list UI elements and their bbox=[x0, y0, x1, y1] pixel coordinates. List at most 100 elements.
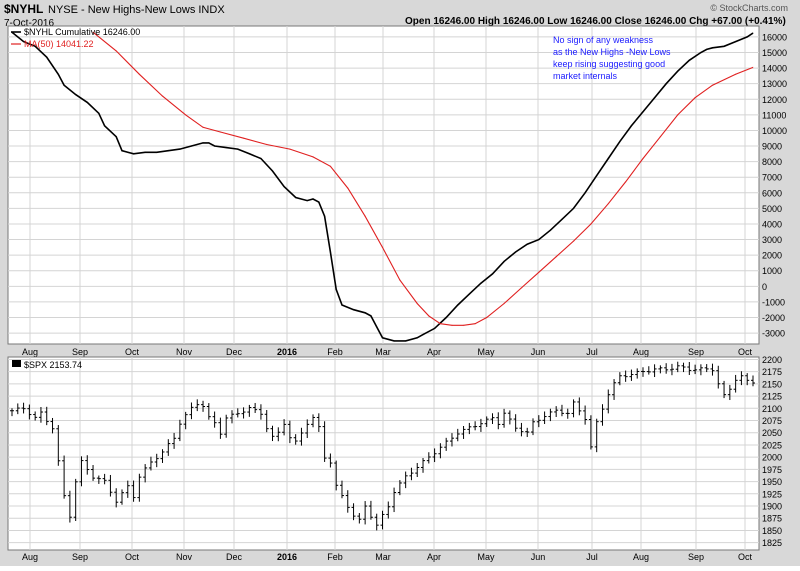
nyhl-y-tick-label: 14000 bbox=[762, 64, 787, 74]
nyhl-data-point bbox=[393, 339, 395, 342]
legend-label-ma50: MA(50) 14041.22 bbox=[24, 39, 94, 49]
nyhl-data-point bbox=[121, 149, 123, 152]
nyhl-y-tick-label: -2000 bbox=[762, 313, 785, 323]
spx-x-tick-label: Oct bbox=[125, 552, 140, 562]
nyhl-data-point bbox=[236, 148, 239, 151]
nyhl-y-axis: 1600015000140001300012000110001000090008… bbox=[762, 32, 787, 338]
spx-x-tick-label: Jul bbox=[586, 552, 598, 562]
annotation-line: as the New Highs -New Lows bbox=[553, 47, 671, 57]
ma50-data-point bbox=[694, 96, 697, 99]
ma50-data-point bbox=[346, 187, 349, 190]
spx-x-tick-label: Apr bbox=[427, 552, 441, 562]
legend-label-spx: $SPX 2153.74 bbox=[24, 360, 82, 370]
nyhl-data-point bbox=[584, 191, 587, 194]
spx-x-tick-label: Sep bbox=[688, 552, 704, 562]
nyhl-x-tick-label: May bbox=[477, 347, 495, 357]
ma50-data-point bbox=[288, 148, 291, 151]
nyhl-data-point bbox=[491, 272, 494, 275]
spx-y-axis: 2200 2175 2150 2125 2100 2075 2050 2025 2000 1975… bbox=[762, 355, 782, 548]
spx-x-axis: Aug Sep Oct Nov Dec 2016 Feb Mar Apr May Jun Jul Aug… bbox=[22, 552, 753, 562]
ma50-data-point bbox=[451, 324, 453, 327]
nyhl-x-tick-label: Apr bbox=[427, 347, 441, 357]
ma50-data-point bbox=[265, 143, 268, 146]
nyhl-data-point bbox=[705, 48, 708, 51]
ma50-data-point bbox=[537, 271, 540, 274]
ma50-data-point bbox=[416, 302, 419, 305]
spx-y-tick-label: 2175 bbox=[762, 367, 782, 377]
annotation-line: market internals bbox=[553, 71, 618, 81]
nyhl-data-point bbox=[86, 101, 89, 104]
nyhl-y-tick-label: 1000 bbox=[762, 266, 782, 276]
nyhl-x-tick-label: Jun bbox=[531, 347, 546, 357]
ma50-data-point bbox=[381, 246, 384, 249]
nyhl-data-point bbox=[45, 56, 48, 59]
ma50-data-point bbox=[202, 126, 204, 129]
nyhl-series bbox=[11, 31, 754, 342]
nyhl-data-point bbox=[561, 218, 563, 221]
nyhl-y-tick-label: 13000 bbox=[762, 79, 787, 89]
nyhl-data-point bbox=[352, 308, 355, 311]
ma50-data-point bbox=[161, 95, 164, 98]
nyhl-cumulative-line bbox=[11, 31, 754, 342]
nyhl-x-tick-label: Feb bbox=[327, 347, 343, 357]
nyhl-data-point bbox=[433, 327, 436, 330]
nyhl-y-tick-label: 2000 bbox=[762, 251, 782, 261]
nyhl-x-tick-label: Nov bbox=[176, 347, 193, 357]
nyhl-x-axis: Aug Sep Oct Nov Dec 2016 Feb Mar Apr May Jun Jul Aug… bbox=[22, 347, 753, 357]
spx-legend: $SPX 2153.74 bbox=[12, 360, 82, 370]
nyhl-grid bbox=[8, 26, 759, 344]
ma50-data-point bbox=[485, 316, 488, 319]
ma50-data-point bbox=[312, 156, 314, 158]
chart-annotation: No sign of any weakness as the New Highs … bbox=[553, 35, 671, 81]
nyhl-data-point bbox=[607, 157, 610, 160]
nyhl-y-tick-label: 15000 bbox=[762, 48, 787, 58]
nyhl-y-tick-label: 12000 bbox=[762, 95, 787, 105]
spx-y-tick-label: 2075 bbox=[762, 416, 782, 426]
nyhl-y-tick-label: 5000 bbox=[762, 204, 782, 214]
nyhl-data-point bbox=[155, 151, 158, 154]
nyhl-y-tick-label: 0 bbox=[762, 282, 767, 292]
watermark: © StockCharts.com bbox=[710, 3, 788, 13]
spx-x-tick-label: May bbox=[477, 552, 495, 562]
ma50-data-point bbox=[607, 202, 610, 205]
nyhl-x-tick-label: 2016 bbox=[277, 347, 297, 357]
nyhl-data-point bbox=[375, 325, 378, 328]
ma50-data-point bbox=[474, 322, 477, 325]
annotation-line: keep rising suggesting good bbox=[553, 59, 665, 69]
spx-series bbox=[10, 361, 755, 531]
nyhl-data-point bbox=[370, 315, 372, 317]
ma50-data-point bbox=[734, 73, 737, 76]
nyhl-data-point bbox=[445, 316, 448, 319]
spx-y-tick-label: 1950 bbox=[762, 477, 782, 487]
nyhl-x-tick-label: Aug bbox=[633, 347, 649, 357]
nyhl-data-point bbox=[711, 46, 714, 49]
spx-x-tick-label: Aug bbox=[22, 552, 38, 562]
nyhl-data-point bbox=[618, 140, 621, 143]
nyhl-data-point bbox=[422, 333, 424, 336]
spx-y-tick-label: 2125 bbox=[762, 392, 782, 402]
nyhl-data-point bbox=[665, 82, 668, 85]
nyhl-data-point bbox=[144, 151, 147, 154]
nyhl-x-tick-label: Sep bbox=[72, 347, 88, 357]
nyhl-data-point bbox=[404, 339, 407, 342]
nyhl-data-point bbox=[335, 288, 338, 291]
legend-swatch-spx bbox=[12, 360, 21, 367]
nyhl-data-point bbox=[526, 243, 529, 246]
nyhl-y-tick-label: 10000 bbox=[762, 126, 787, 136]
spx-x-tick-label: Dec bbox=[226, 552, 243, 562]
nyhl-data-point bbox=[202, 142, 204, 144]
nyhl-data-point bbox=[63, 84, 66, 87]
spx-y-tick-label: 2025 bbox=[762, 440, 782, 450]
nyhl-data-point bbox=[74, 93, 77, 96]
nyhl-data-point bbox=[468, 293, 471, 296]
ma50-data-point bbox=[642, 157, 644, 160]
nyhl-data-point bbox=[207, 142, 210, 144]
spx-y-tick-label: 1925 bbox=[762, 489, 782, 499]
nyhl-x-tick-label: Oct bbox=[738, 347, 753, 357]
ma50-data-point bbox=[439, 322, 442, 325]
nyhl-data-point bbox=[572, 207, 575, 210]
ma50-data-point bbox=[329, 165, 332, 168]
ohlc-readout: Open 16246.00 High 16246.00 Low 16246.00… bbox=[405, 16, 786, 27]
